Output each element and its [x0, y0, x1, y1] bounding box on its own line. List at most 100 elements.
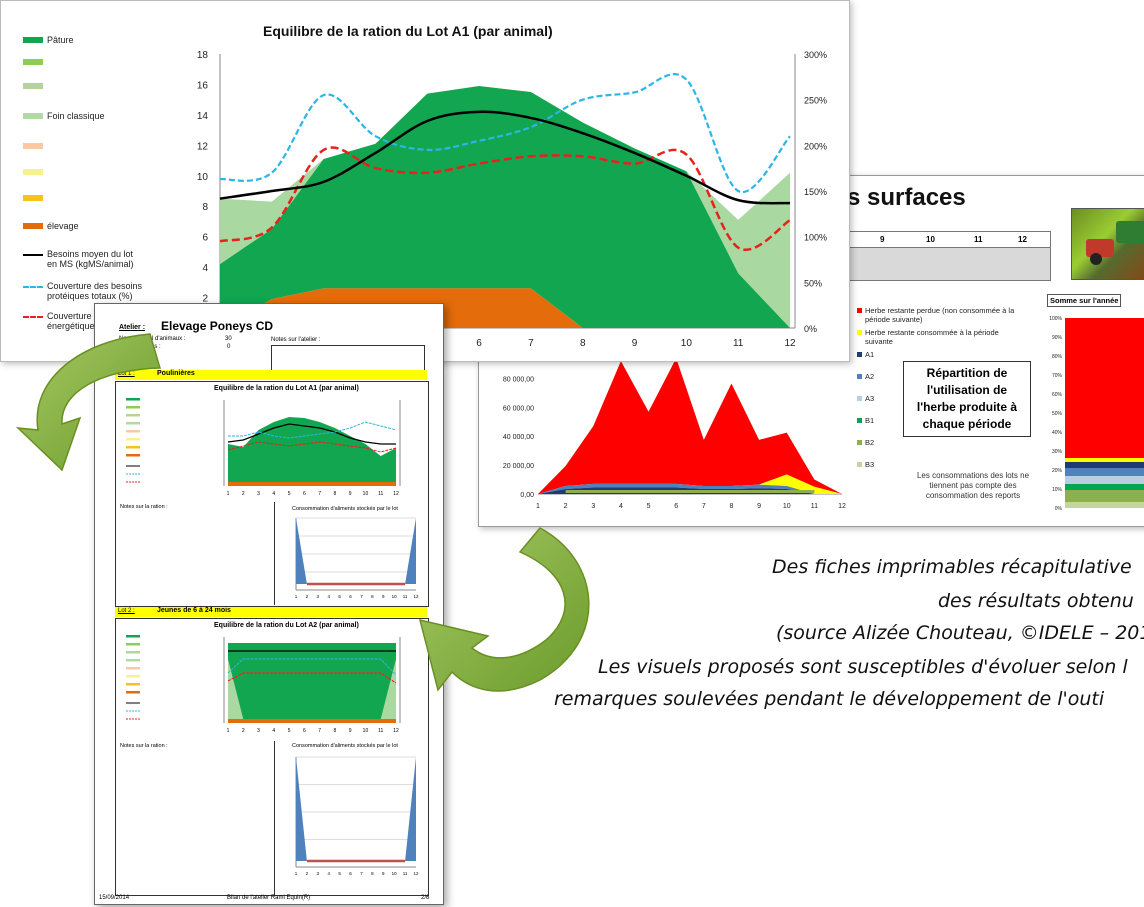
mini-legend-swatch — [126, 635, 140, 638]
notes-atelier-label: Notes sur l'atelier : — [271, 337, 321, 343]
mini-legend-swatch — [126, 683, 140, 686]
mini-x-tick: 7 — [318, 728, 321, 734]
legend-label: Besoins moyen du lot en MS (kgMS/animal) — [47, 249, 134, 269]
mini-line-proteines — [227, 658, 397, 676]
side-tick-label: 30% — [1052, 449, 1063, 455]
lot2-mini-chart: 1 2 3 4 5 6 7 8 9 10 11 12 — [126, 635, 401, 734]
conso-x-tick: 5 — [338, 871, 341, 876]
mini-x-tick: 10 — [363, 728, 369, 734]
month-label: 9 — [880, 235, 885, 244]
legend-label: Foin classique — [47, 111, 105, 121]
y-tick-label: 8 — [202, 202, 208, 213]
x-tick-label: 5 — [647, 503, 651, 510]
x-tick-label: 8 — [580, 338, 586, 349]
legend-label: Herbe restante perdue (non consommée à l… — [865, 306, 1015, 324]
legend-label: B3 — [865, 460, 875, 469]
legend-swatch — [23, 59, 43, 65]
conso-area-right — [405, 757, 416, 861]
x-tick-label: 12 — [784, 338, 796, 349]
mini-legend-swatch — [126, 414, 140, 417]
conso-x-tick: 8 — [371, 871, 374, 876]
mini-x-tick: 4 — [272, 491, 275, 497]
mini-x-tick: 7 — [318, 491, 321, 497]
annual-bar-b2 — [1065, 490, 1144, 502]
lot2-chart-title: Equilibre de la ration du Lot A2 (par an… — [214, 622, 359, 629]
conso-x-tick: 9 — [382, 594, 385, 599]
mini-area-pature — [228, 643, 396, 719]
atelier-name: Elevage Poneys CD — [161, 319, 274, 333]
mini-legend-swatch — [126, 667, 140, 670]
legend-item: Herbe restante perdue (non consommée à l… — [857, 306, 1017, 328]
mini-line-energie — [227, 672, 397, 684]
legend-swatch — [23, 143, 43, 149]
notes-atelier-box — [271, 345, 425, 371]
x-tick-label: 11 — [811, 503, 818, 510]
lot1-chart-box: Equilibre de la ration du Lot A1 (par an… — [115, 381, 429, 607]
footer-page: 2/6 — [421, 895, 430, 901]
legend-swatch — [857, 374, 862, 379]
line-besoins — [219, 110, 791, 205]
y2-tick-label: 200% — [804, 141, 827, 151]
x-tick-label: 3 — [591, 503, 595, 510]
lot2-notes-label: Notes sur la ration : — [120, 743, 168, 749]
legend-swatch — [23, 286, 43, 288]
side-tick-label: 20% — [1052, 468, 1063, 474]
lot1-divider — [274, 502, 275, 605]
caption-line-2: des résultats obtenu — [938, 590, 1134, 612]
mini-legend-swatch — [126, 675, 140, 678]
grass-area-chart: 0,00 20 000,00 40 000,00 60 000,00 80 000,00… — [503, 358, 846, 510]
annual-bar-red — [1065, 318, 1144, 458]
nombre-label: Nombre total d'animaux : — [119, 336, 186, 342]
legend-item: B2 — [857, 438, 1017, 460]
mini-x-tick: 5 — [288, 491, 291, 497]
lot2-label: Lot 2 : — [118, 608, 135, 614]
line-energie — [219, 146, 791, 251]
conso-x-tick: 12 — [413, 594, 419, 599]
x-tick-label: 8 — [730, 503, 734, 510]
conso-x-tick: 1 — [295, 594, 298, 599]
lot2-chart-box: Equilibre de la ration du Lot A2 (par an… — [115, 618, 429, 896]
grass-note: Les consommations des lots ne tiennent p… — [916, 471, 1030, 500]
mini-legend-swatch — [126, 454, 140, 457]
legend-swatch — [857, 418, 862, 423]
lot1-notes-label: Notes sur la ration : — [120, 504, 168, 510]
footer-date: 15/09/2014 — [99, 895, 130, 901]
conso-x-tick: 3 — [317, 594, 320, 599]
conso-x-tick: 10 — [392, 594, 398, 599]
area-a2 — [538, 483, 842, 494]
legend-item: Herbe restante consommée à la période su… — [857, 328, 1017, 350]
conso-x-tick: 3 — [317, 871, 320, 876]
mini-area-foin — [228, 659, 244, 719]
legend-label: B2 — [865, 438, 875, 447]
y-tick-label: 80 000,00 — [503, 376, 534, 383]
y-tick-label: 0,00 — [520, 492, 534, 499]
mini-legend-swatch — [126, 446, 140, 449]
conso-x-tick: 6 — [349, 871, 352, 876]
grass-chart-title: Répartition de l'utilisation de l'herbe … — [903, 361, 1031, 437]
mini-x-tick: 6 — [303, 491, 306, 497]
pensions-label: Dont pensions : — [119, 344, 161, 350]
y-tick-label: 14 — [197, 111, 209, 122]
mini-legend-swatch — [126, 691, 140, 694]
grey-input-row — [849, 247, 1051, 281]
conso-x-tick: 1 — [295, 871, 298, 876]
annual-bar-a3 — [1065, 476, 1144, 484]
side-tick-label: 100% — [1049, 316, 1062, 322]
side-tick-label: 40% — [1052, 430, 1063, 436]
x-tick-label: 9 — [757, 503, 761, 510]
mini-x-tick: 10 — [363, 491, 369, 497]
mini-x-tick: 9 — [349, 728, 352, 734]
side-tick-label: 50% — [1052, 411, 1063, 417]
lot2-conso-title: Consommation d'aliments stockés par le l… — [292, 743, 398, 749]
line-proteines — [219, 73, 791, 194]
area-pature — [220, 85, 790, 328]
legend-item: B3 — [857, 460, 1017, 482]
harvester-shape — [1116, 221, 1144, 243]
y-tick-label: 40 000,00 — [503, 434, 534, 441]
mini-legend-swatch — [126, 651, 140, 654]
conso-area-right — [405, 518, 416, 584]
legend-swatch — [857, 308, 862, 313]
caption-line-5: remarques soulevées pendant le développe… — [554, 688, 1105, 710]
conso-x-tick: 7 — [360, 594, 363, 599]
print-sheet: Atelier : Elevage Poneys CD Nombre total… — [94, 303, 444, 905]
